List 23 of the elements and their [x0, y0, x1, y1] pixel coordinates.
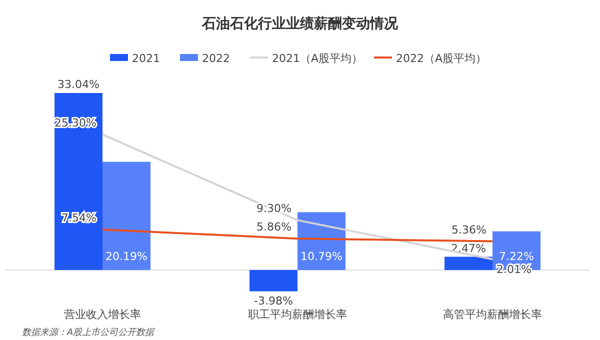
data-label: 25.30% [54, 116, 96, 130]
legend-label: 2022（A股平均） [396, 52, 487, 65]
bar [250, 270, 298, 292]
legend-label: 2021 [132, 52, 160, 65]
bar [444, 256, 492, 270]
data-label: 7.54% [62, 212, 96, 225]
chart-title: 石油石化行业业绩薪酬变动情况 [201, 15, 399, 32]
bar [54, 93, 102, 270]
bar [102, 162, 150, 270]
source-note: 数据来源：A股上市公司公开数据 [22, 327, 156, 338]
legend-label: 2021（A股平均） [272, 52, 363, 65]
legend-label: 2022 [202, 52, 230, 65]
data-label: 5.86% [256, 220, 292, 234]
data-label: 5.36% [452, 223, 486, 236]
data-label: 33.04% [58, 78, 100, 91]
data-label: -3.98% [254, 294, 293, 308]
x-tick-label: 高管平均薪酬增长率 [443, 308, 542, 321]
data-label: 10.79% [300, 250, 342, 263]
data-label: 7.22% [499, 250, 534, 263]
data-label: 9.30% [256, 202, 292, 216]
x-tick-label: 营业收入增长率 [64, 308, 141, 321]
x-tick-label: 职工平均薪酬增长率 [248, 308, 347, 321]
data-label: 20.19% [106, 250, 148, 263]
